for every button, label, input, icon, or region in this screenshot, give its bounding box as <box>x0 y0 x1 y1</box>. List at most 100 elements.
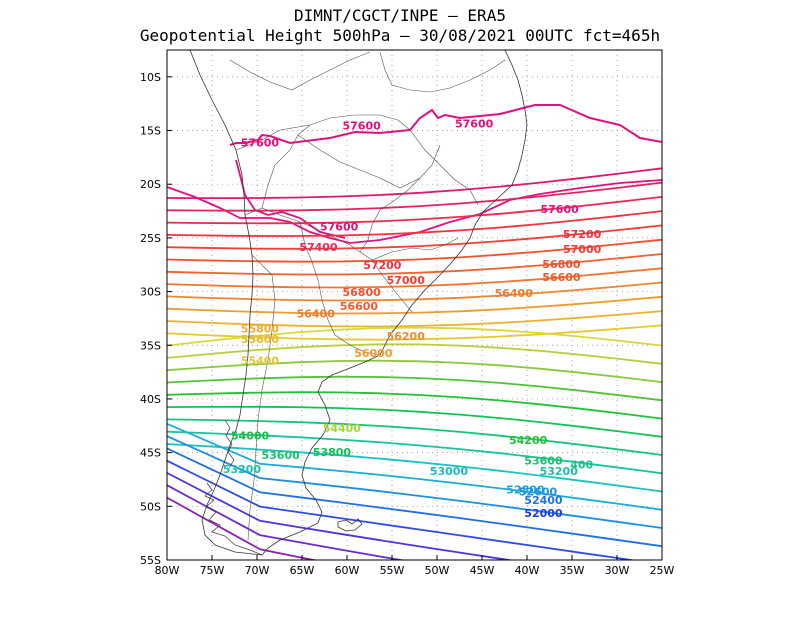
lon-tick-label: 40W <box>515 564 540 577</box>
lon-tick-label: 50W <box>425 564 450 577</box>
contour-label: 53200 <box>223 463 262 476</box>
lat-tick-label: 20S <box>140 178 161 191</box>
contour-label: 57200 <box>363 259 402 272</box>
contour-53800 <box>167 418 662 456</box>
lat-tick-label: 50S <box>140 500 161 513</box>
contour-label: 57600 <box>343 119 382 132</box>
lat-tick-label: 55S <box>140 554 161 567</box>
contour-label: 400 <box>570 459 593 472</box>
contour-52600 <box>167 459 638 560</box>
country-borders <box>229 51 506 541</box>
lon-tick-label: 35W <box>560 564 585 577</box>
contour-label: 52000 <box>524 507 563 520</box>
lat-tick-label: 30S <box>140 286 161 299</box>
lat-tick-label: 35S <box>140 339 161 352</box>
contour-54400 <box>167 375 662 402</box>
contour-label: 53200 <box>540 465 579 478</box>
contour-label: 54200 <box>509 434 548 447</box>
contour-55600 <box>167 295 662 315</box>
lon-tick-label: 25W <box>650 564 675 577</box>
contour-53200 <box>167 422 662 511</box>
contour-52400 <box>167 472 515 560</box>
contour-label: 55600 <box>241 333 280 346</box>
contour-label: 53600 <box>524 454 563 467</box>
coastline <box>189 50 528 556</box>
contour-54800 <box>167 343 662 365</box>
contour-55000 <box>167 326 662 347</box>
contour-label: 52600 <box>519 486 558 499</box>
contour-label: 56800 <box>343 286 382 299</box>
contour-labels: 57600 57600 57600 57600 57600 57400 57200 57200… <box>223 117 602 520</box>
contour-label: 53800 <box>313 446 352 459</box>
contour-55400 <box>167 310 662 328</box>
contour-label: 55800 <box>241 322 280 335</box>
contour-56600 <box>167 224 662 250</box>
contour-53600 <box>167 430 662 475</box>
lon-tick-label: 65W <box>290 564 315 577</box>
contour-56200 <box>167 253 662 276</box>
contour-57600-south <box>167 179 662 244</box>
lat-tick-label: 15S <box>140 125 161 138</box>
contour-57600-andes <box>235 159 346 239</box>
contour-52800 <box>167 447 662 548</box>
lat-tick-label: 40S <box>140 393 161 406</box>
contour-label: 57400 <box>299 241 338 254</box>
contour-lines <box>167 104 662 560</box>
contour-57600-north <box>229 104 662 146</box>
contour-54600 <box>167 359 662 383</box>
lon-tick-label: 45W <box>470 564 495 577</box>
contour-label: 57600 <box>455 117 494 130</box>
contour-label: 56800 <box>542 258 581 271</box>
contour-label: 56600 <box>542 271 581 284</box>
falkland-islands <box>337 518 363 532</box>
plot-area <box>167 50 662 560</box>
lon-tick-label: 70W <box>245 564 270 577</box>
chile-fjords <box>204 419 263 556</box>
lat-tick-label: 45S <box>140 447 161 460</box>
contour-53400 <box>167 443 662 493</box>
contour-54200 <box>167 391 662 420</box>
lon-tick-label: 75W <box>200 564 225 577</box>
contour-label: 57000 <box>387 274 426 287</box>
lat-tick-label: 25S <box>140 232 161 245</box>
contour-57200 <box>167 181 662 212</box>
contour-label: 57600 <box>541 203 580 216</box>
contour-55200 <box>167 324 662 341</box>
contour-57400 <box>167 167 662 199</box>
lon-tick-label: 80W <box>155 564 180 577</box>
chart-title-line-2: Geopotential Height 500hPa — 30/08/2021 … <box>139 26 661 45</box>
contour-label: 56600 <box>340 300 379 313</box>
contour-52000 <box>167 496 319 560</box>
lat-tick-label: 10S <box>140 71 161 84</box>
contour-label: 54000 <box>231 430 270 443</box>
contour-label: 56400 <box>495 287 534 300</box>
contour-label: 53600 <box>262 449 301 462</box>
contour-label: 57600 <box>241 137 280 150</box>
lon-tick-label: 30W <box>605 564 630 577</box>
contour-label: 57000 <box>563 243 602 256</box>
lon-tick-label: 55W <box>380 564 405 577</box>
contour-55800 <box>167 281 662 302</box>
contour-label: 56000 <box>354 347 393 360</box>
contour-label: 52400 <box>524 494 563 507</box>
contour-label: 53000 <box>430 465 469 478</box>
contour-label: 52800 <box>506 483 545 496</box>
contour-54000 <box>167 405 662 438</box>
contour-label: 57600 <box>320 220 359 233</box>
plot-frame <box>166 49 663 561</box>
contour-label: 54400 <box>323 422 362 435</box>
contour-label: 55400 <box>241 355 280 368</box>
lon-tick-label: 60W <box>335 564 360 577</box>
chart-title-line-1: DIMNT/CGCT/INPE — ERA5 <box>294 6 506 25</box>
contour-56400 <box>167 238 662 263</box>
contour-label: 57200 <box>563 228 602 241</box>
contour-label: 56200 <box>387 330 426 343</box>
contour-57000 <box>167 196 662 225</box>
south-america-coast <box>189 50 528 556</box>
contour-56000 <box>167 267 662 289</box>
contour-56800 <box>167 210 662 237</box>
contour-53000 <box>167 435 662 529</box>
contour-label: 56400 <box>297 307 336 320</box>
